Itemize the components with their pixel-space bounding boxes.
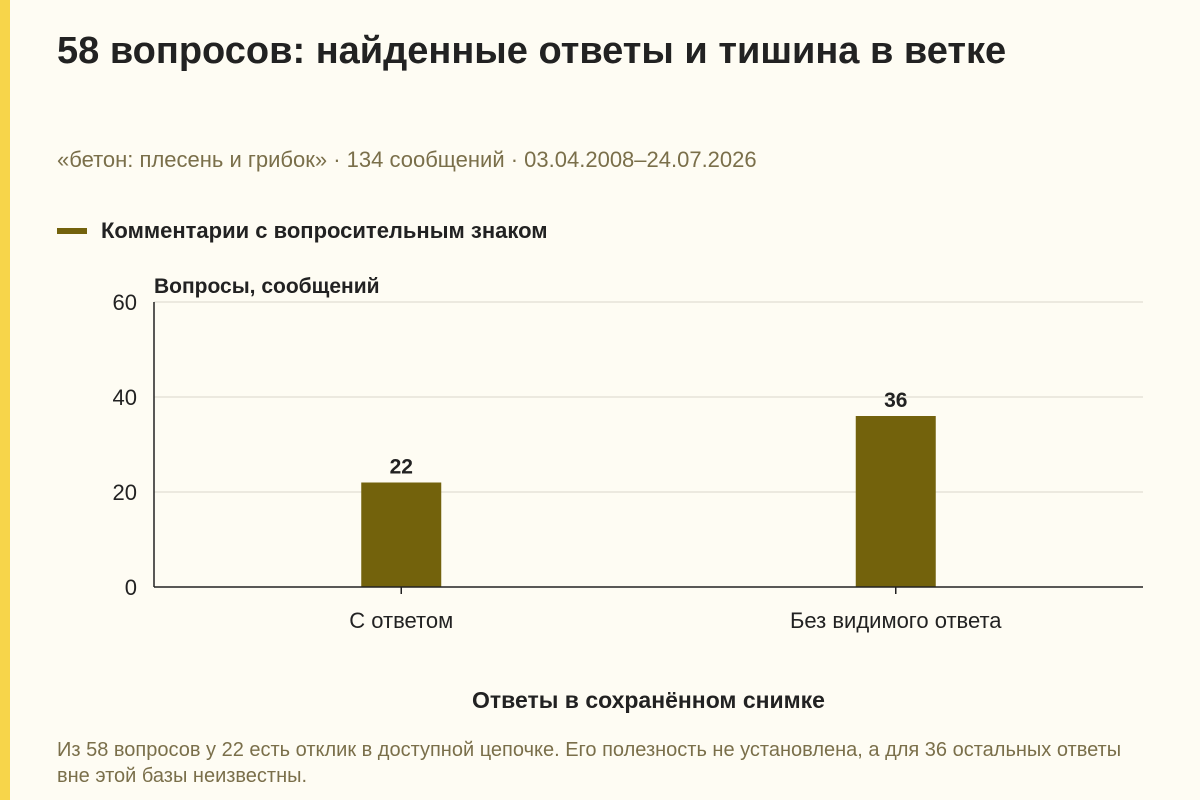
chart-title: 58 вопросов: найденные ответы и тишина в… bbox=[57, 30, 1007, 72]
chart-labels: 0 20 40 60 22 С ответом 36 Без видимого ответа В… bbox=[113, 275, 1003, 713]
y-tick-label: 20 bbox=[113, 480, 137, 505]
bar bbox=[361, 482, 442, 587]
x-axis-title: Ответы в сохранённом снимке bbox=[472, 687, 825, 713]
gridlines bbox=[154, 301, 1143, 493]
footnote: Из 58 вопросов у 22 есть отклик в доступ… bbox=[57, 739, 1122, 787]
bar-value-label: 36 bbox=[884, 389, 907, 412]
legend-label: Комментарии с вопросительным знаком bbox=[101, 218, 548, 243]
chart-subtitle: «бетон: плесень и грибок» · 134 сообщени… bbox=[57, 147, 757, 172]
bar bbox=[855, 416, 936, 587]
bars bbox=[361, 416, 936, 587]
y-tick-label: 0 bbox=[125, 575, 137, 600]
accent-strip bbox=[0, 0, 10, 800]
x-tick-label: С ответом bbox=[349, 608, 453, 633]
y-tick-label: 40 bbox=[113, 385, 137, 410]
x-tick-label: Без видимого ответа bbox=[790, 608, 1002, 633]
y-axis-title: Вопросы, сообщений bbox=[154, 275, 380, 298]
bar-value-label: 22 bbox=[390, 456, 413, 479]
axes bbox=[153, 302, 1143, 594]
y-tick-label: 60 bbox=[113, 290, 137, 315]
legend: Комментарии с вопросительным знаком bbox=[57, 218, 548, 244]
legend-swatch bbox=[57, 228, 87, 234]
